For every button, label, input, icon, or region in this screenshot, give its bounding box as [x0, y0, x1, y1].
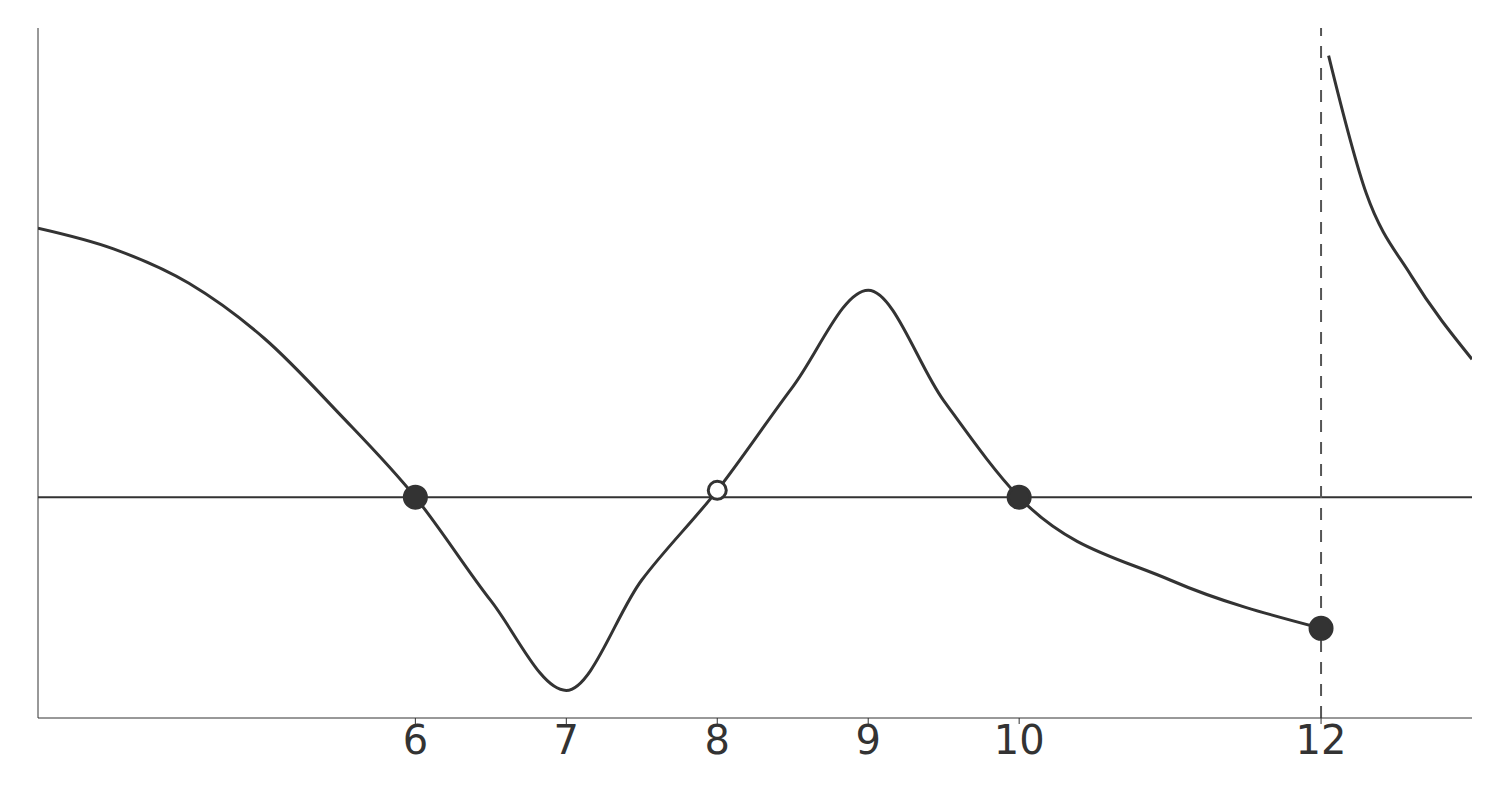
svg-text:6: 6 — [403, 717, 428, 763]
svg-text:10: 10 — [994, 717, 1045, 763]
svg-text:12: 12 — [1296, 717, 1347, 763]
svg-text:8: 8 — [705, 717, 730, 763]
svg-text:9: 9 — [855, 717, 880, 763]
svg-text:7: 7 — [554, 717, 579, 763]
